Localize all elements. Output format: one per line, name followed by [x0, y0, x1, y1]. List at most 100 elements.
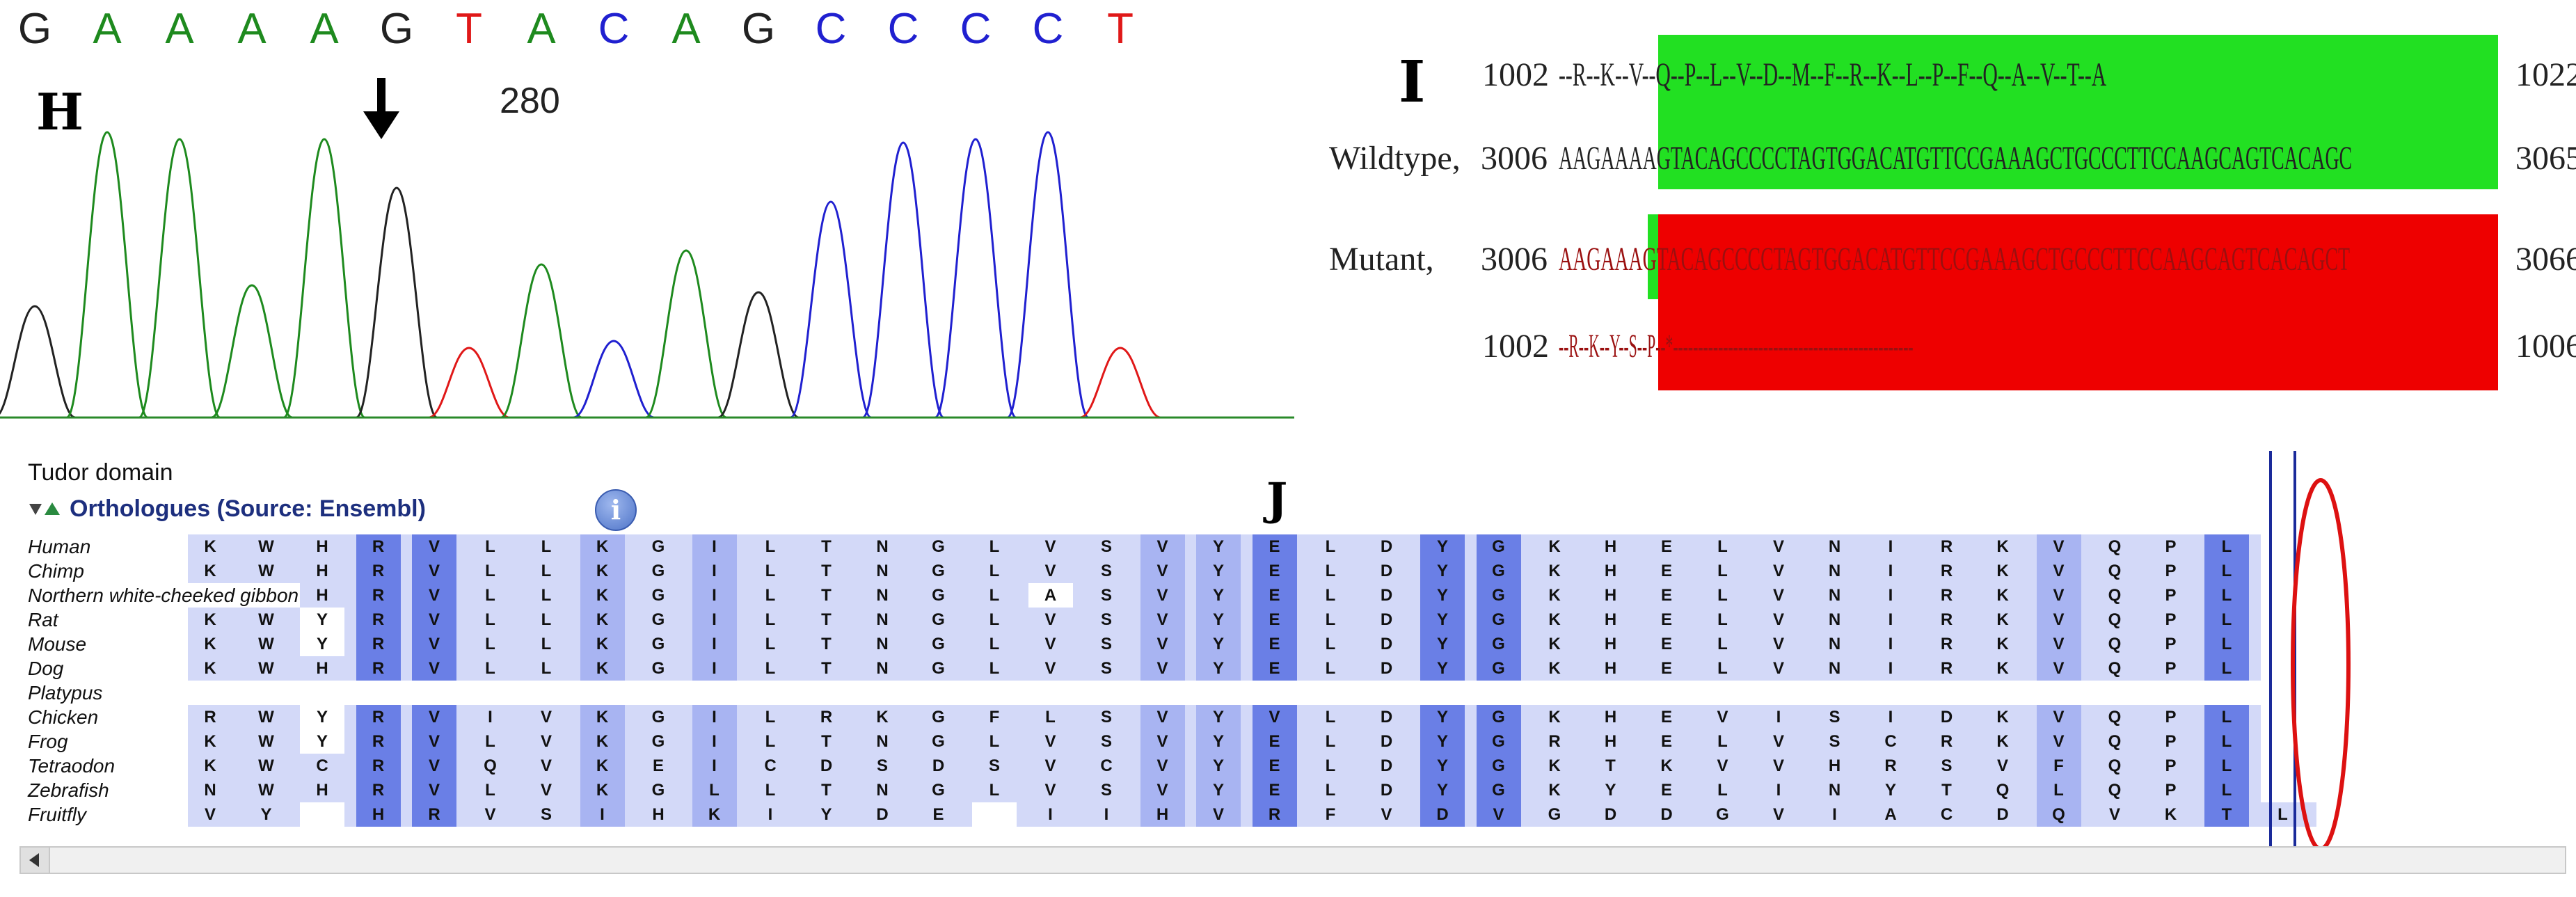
residue-cell: I: [1756, 705, 1801, 729]
residue-cell: G: [636, 534, 681, 559]
wildtype-highlight: [1658, 35, 2498, 189]
protein-mut-seq: --R--K--Y--S--P--*----------------------…: [1559, 328, 1914, 365]
residue-cell: S: [1084, 608, 1129, 632]
residue-cell: G: [636, 583, 681, 608]
residue-cell: K: [692, 802, 737, 827]
residue-cell: V: [412, 705, 456, 729]
residue-cell: P: [2148, 754, 2193, 778]
residue-cell: W: [244, 705, 289, 729]
residue-cell: D: [1364, 705, 1409, 729]
residue-cell: L: [748, 559, 793, 583]
residue-cell: S: [1812, 729, 1857, 754]
residue-cell: G: [1476, 632, 1521, 656]
collapse-toggle-icon[interactable]: [28, 498, 63, 519]
residue-cell: K: [1532, 559, 1577, 583]
residue-cell: V: [1028, 656, 1073, 681]
residue-cell: P: [2148, 778, 2193, 802]
residue-cell: G: [916, 705, 961, 729]
residue-cell: K: [580, 583, 625, 608]
residue-cell: I: [692, 656, 737, 681]
residue-cell: Q: [2092, 559, 2137, 583]
residue-cell: S: [1084, 559, 1129, 583]
residue-cell: L: [748, 534, 793, 559]
residue-cell: H: [1588, 534, 1633, 559]
residue-cell: V: [1028, 632, 1073, 656]
residue-cell: R: [356, 705, 401, 729]
residue-cell: V: [1028, 754, 1073, 778]
residue-cell: L: [748, 778, 793, 802]
residue-cell: Q: [2092, 656, 2137, 681]
residue-cell: Y: [1420, 778, 1465, 802]
residue-cell: Q: [2092, 754, 2137, 778]
residue-cell: G: [1476, 608, 1521, 632]
residue-cell: L: [2204, 729, 2249, 754]
residue-cell: L: [972, 729, 1017, 754]
residue-cell: L: [524, 559, 569, 583]
residue-cell: [300, 802, 344, 827]
residue-cell: V: [1756, 754, 1801, 778]
residue-cell: K: [1532, 778, 1577, 802]
residue-cell: N: [860, 608, 905, 632]
base-call: C: [598, 5, 630, 53]
residue-cell: H: [1812, 754, 1857, 778]
residue-cell: I: [1868, 705, 1913, 729]
residue-cell: S: [1084, 632, 1129, 656]
info-icon[interactable]: i: [595, 489, 637, 531]
residue-cell: K: [580, 778, 625, 802]
residue-cell: V: [524, 778, 569, 802]
residue-cell: V: [2036, 656, 2081, 681]
residue-cell: E: [1252, 778, 1297, 802]
residue-cell: K: [188, 559, 232, 583]
residue-cell: T: [1588, 754, 1633, 778]
scroll-left-button[interactable]: [21, 848, 50, 873]
base-call: A: [93, 5, 122, 53]
residue-cell: V: [1756, 656, 1801, 681]
residue-cell: V: [1756, 729, 1801, 754]
residue-cell: Q: [2092, 534, 2137, 559]
residue-cell: I: [580, 802, 625, 827]
species-name: Fruitfly: [28, 804, 86, 825]
residue-cell: L: [468, 608, 513, 632]
dna-wt-seq: AAGAAAAGTACAGCCCCTAGTGGACATGTTCCGAAAGCTG…: [1559, 140, 2353, 177]
residue-cell: Y: [1420, 656, 1465, 681]
residue-cell: L: [468, 778, 513, 802]
residue-cell: K: [580, 754, 625, 778]
sequence-position-label: 280: [500, 81, 560, 121]
residue-cell: V: [412, 729, 456, 754]
residue-cell: D: [1364, 608, 1409, 632]
residue-cell: Y: [1196, 583, 1241, 608]
residue-cell: H: [1588, 729, 1633, 754]
residue-cell: Y: [1588, 778, 1633, 802]
residue-cell: Y: [804, 802, 849, 827]
residue-cell: K: [580, 534, 625, 559]
residue-cell: G: [916, 583, 961, 608]
mutant-label: Mutant,: [1329, 241, 1434, 278]
trace-peak: [500, 263, 582, 419]
residue-cell: L: [1308, 583, 1353, 608]
trace-peak: [211, 284, 293, 419]
residue-cell: L: [972, 583, 1017, 608]
residue-cell: W: [244, 534, 289, 559]
residue-cell: I: [1756, 778, 1801, 802]
residue-cell: L: [2204, 559, 2249, 583]
residue-cell: D: [1364, 632, 1409, 656]
species-name: Chimp: [28, 560, 84, 582]
residue-cell: Y: [1420, 632, 1465, 656]
residue-cell: Y: [300, 632, 344, 656]
horizontal-scrollbar[interactable]: [19, 846, 2566, 874]
residue-cell: R: [356, 778, 401, 802]
species-name: Tetraodon: [28, 755, 116, 777]
residue-cell: H: [1140, 802, 1185, 827]
residue-cell: R: [188, 705, 232, 729]
residue-cell: L: [468, 534, 513, 559]
residue-cell: K: [188, 656, 232, 681]
panel-letter-i: I: [1399, 49, 1426, 116]
protein-wt-end: 1022: [2515, 56, 2576, 93]
residue-cell: G: [636, 632, 681, 656]
residue-cell: E: [1644, 608, 1689, 632]
residue-cell: E: [1252, 656, 1297, 681]
residue-cell: K: [188, 729, 232, 754]
residue-cell: E: [1252, 729, 1297, 754]
residue-cell: K: [1532, 583, 1577, 608]
trace-peak: [356, 186, 438, 419]
